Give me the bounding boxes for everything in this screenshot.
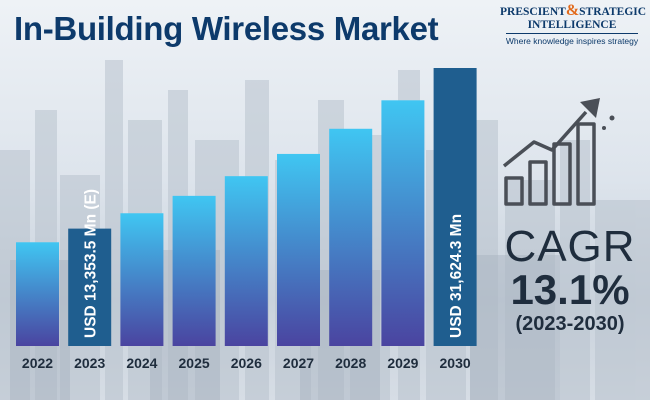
page-title: In-Building Wireless Market [14, 10, 439, 47]
logo-tagline: Where knowledge inspires strategy [505, 36, 639, 46]
logo-line-1: PRESCIENT&STRATEGIC [500, 2, 647, 19]
data-label-2023: USD 13,353.5 Mn (E) [83, 189, 100, 338]
x-tick-label-2025: 2025 [179, 355, 210, 371]
growth-chart-icon [500, 96, 620, 212]
x-tick-label-2030: 2030 [440, 355, 471, 371]
bar-2024 [120, 213, 164, 346]
x-tick-label-2024: 2024 [126, 355, 157, 371]
logo-divider [506, 33, 638, 34]
bar-2025 [172, 195, 216, 346]
bar-2030 [433, 68, 477, 346]
x-tick-label-2026: 2026 [231, 355, 262, 371]
x-tick-label-2028: 2028 [335, 355, 366, 371]
bar-2022 [16, 242, 59, 346]
x-tick-label-2022: 2022 [22, 355, 53, 371]
cagr-label: CAGR [504, 222, 636, 271]
x-tick-label-2027: 2027 [283, 355, 314, 371]
bar-2027 [277, 153, 320, 346]
logo-line-2: INTELLIGENCE [527, 19, 617, 31]
company-logo: PRESCIENT&STRATEGIC INTELLIGENCE Where k… [500, 2, 647, 52]
bar-2029 [381, 100, 425, 346]
cagr-period: (2023-2030) [515, 313, 625, 335]
x-tick-label-2029: 2029 [387, 355, 418, 371]
bar-2028 [329, 128, 373, 346]
bar-2023 [68, 228, 112, 346]
cagr-value: 13.1% [510, 266, 630, 313]
bar-2026 [224, 176, 268, 346]
x-tick-label-2023: 2023 [74, 355, 105, 371]
data-label-2030: USD 31,624.3 Mn [448, 214, 465, 338]
